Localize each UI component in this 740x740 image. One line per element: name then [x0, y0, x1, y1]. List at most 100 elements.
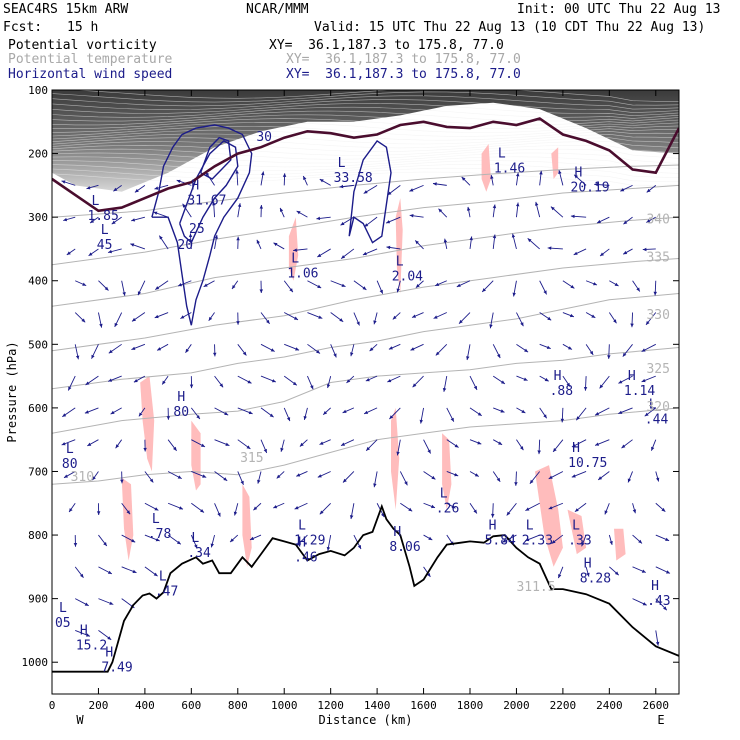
wind-vector-head: [343, 478, 347, 483]
wind-vector-head: [235, 169, 239, 174]
wind-vector-head: [500, 409, 505, 413]
wind-vector-head: [433, 182, 437, 186]
wind-vector-head: [614, 571, 619, 576]
wind-vector-head: [294, 506, 299, 510]
wind-vector-head: [270, 348, 275, 352]
wind-vector-head: [492, 204, 497, 209]
wind-vector-head: [259, 205, 263, 209]
wind-vector-head: [92, 476, 96, 481]
y-axis-title: Pressure (hPa): [5, 341, 19, 442]
wind-vector-head: [426, 573, 431, 577]
wind-vector-head: [535, 201, 539, 206]
wind-vector-head: [428, 536, 433, 540]
extremum-value: .33: [568, 533, 591, 548]
extremum-high-marker: H: [554, 369, 562, 384]
extremum-value: .44: [645, 413, 669, 428]
extremum-low-marker: L: [526, 518, 534, 533]
wind-speed-label: 20: [177, 238, 193, 253]
plot-frame: [51, 89, 680, 695]
wind-vector-head: [442, 388, 447, 392]
extremum-high-marker: H: [298, 536, 306, 551]
wind-vector-head: [661, 507, 666, 512]
theta-isentrope-340: [52, 164, 679, 218]
wind-vector-head: [574, 174, 578, 179]
wind-vector-head: [155, 286, 160, 290]
strato-isentrope: [52, 125, 679, 137]
wind-vector-head: [388, 346, 393, 350]
extremum-value: 31.67: [187, 193, 226, 208]
wind-vector-head: [412, 383, 417, 388]
extremum-high-marker: H: [651, 579, 659, 594]
extremum-low-marker: L: [91, 194, 99, 209]
wind-vector-head: [96, 511, 101, 515]
wind-vector-head: [516, 202, 520, 207]
wind-vector-head: [115, 444, 120, 449]
wind-vector-head: [296, 473, 301, 477]
wind-vector-head: [180, 315, 185, 319]
wind-vector-head: [91, 354, 95, 359]
wind-vector-head: [527, 238, 532, 243]
wind-vector-head: [134, 188, 139, 193]
wind-vector-head: [473, 385, 477, 390]
wind-vector-head: [618, 410, 623, 414]
wind-vector-head: [543, 290, 547, 295]
wind-vector-head: [63, 217, 68, 222]
wind-vector-head: [253, 506, 258, 511]
strato-isentrope: [52, 152, 679, 164]
wind-vector-head: [64, 474, 68, 478]
wind-speed-contour-20: [348, 139, 392, 244]
wind-vector-head: [108, 249, 112, 254]
wind-vector-head: [256, 239, 260, 244]
x-tick-label: 1600: [410, 699, 437, 712]
wind-vector-head: [271, 379, 276, 383]
wind-vector-head: [547, 316, 552, 321]
y-tick-label: 600: [28, 402, 48, 415]
pv-shading-region: [395, 198, 403, 294]
wind-vector-head: [75, 355, 80, 360]
wind-vector-head: [614, 282, 619, 286]
wind-vector-head: [655, 641, 660, 646]
wind-vector-head: [379, 289, 383, 294]
wind-vector-head: [593, 282, 597, 286]
extremum-value: 10.75: [568, 456, 607, 471]
wind-vector-head: [319, 441, 324, 445]
wind-speed-label: 30: [256, 130, 272, 145]
wind-vector-head: [296, 542, 301, 546]
wind-vector-head: [466, 356, 470, 360]
wind-vector-head: [622, 352, 627, 357]
pv-shading-region: [121, 477, 134, 561]
x-tick-label: 800: [228, 699, 248, 712]
wind-vector-head: [500, 380, 505, 384]
wind-vector-head: [179, 506, 183, 510]
wind-vector-head: [219, 383, 224, 388]
wind-vector-head: [366, 446, 370, 451]
wind-vector-head: [237, 203, 242, 207]
extremum-value: 20.19: [571, 181, 610, 196]
wind-vector-head: [594, 182, 598, 187]
extremum-high-marker: H: [575, 166, 583, 181]
wind-vector-head: [154, 314, 159, 319]
wind-vector-head: [108, 378, 113, 382]
wind-vector-head: [618, 380, 623, 384]
wind-vector-head: [571, 474, 576, 478]
wind-vector-head: [282, 173, 287, 177]
wind-vector-head: [194, 544, 198, 549]
strato-isentrope: [52, 118, 679, 129]
wind-vector-head: [84, 410, 89, 414]
extremum-value: .47: [155, 584, 178, 599]
wind-vector-head: [574, 508, 579, 512]
wind-vector-head: [223, 477, 228, 481]
init-time: Init: 00 UTC Thu 22 Aug 13: [517, 2, 721, 17]
wind-vector-head: [364, 410, 369, 414]
wind-vector-head: [224, 411, 229, 416]
wind-vector-head: [157, 347, 162, 351]
pv-tropopause-line: [52, 117, 679, 213]
wind-vector-head: [525, 507, 530, 511]
theta-label: 335: [646, 251, 669, 266]
y-tick-label: 1000: [22, 656, 49, 669]
wind-vector-head: [581, 542, 585, 547]
wind-speed-contour-20: [151, 124, 253, 326]
pv-shading-region: [551, 147, 559, 179]
wind-vector-head: [409, 214, 414, 218]
strato-isentrope: [52, 160, 679, 174]
